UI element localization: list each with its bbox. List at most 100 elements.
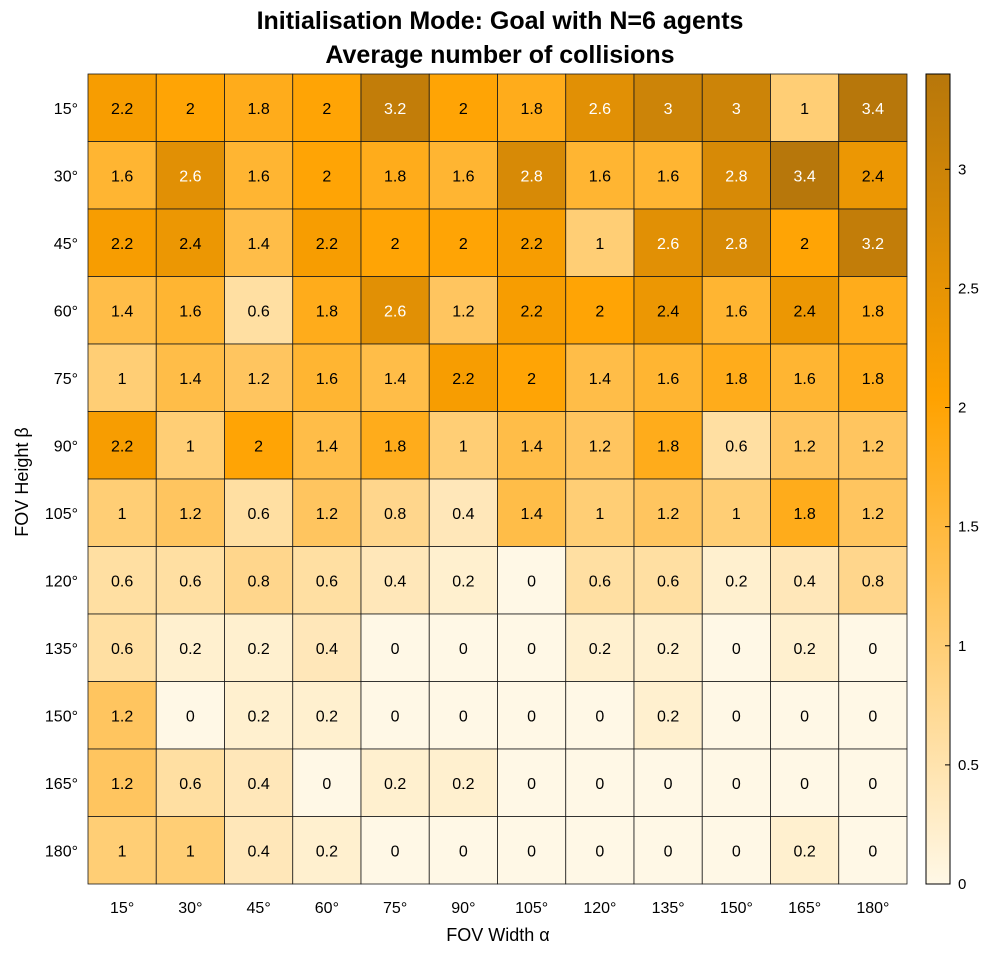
y-tick-label: 180°: [45, 843, 78, 860]
cell-value-label: 1.8: [248, 101, 270, 118]
heatmap-cell: [87, 73, 157, 142]
heatmap-cell: [224, 816, 294, 885]
cell-value-label: 2.4: [179, 236, 201, 253]
cell-value-label: 1: [118, 371, 127, 388]
heatmap-cell: [770, 208, 840, 277]
cell-value-label: 2.2: [111, 101, 133, 118]
heatmap-cell: [224, 681, 294, 750]
cell-value-label: 2: [459, 236, 468, 253]
colorbar-tick-label: 3: [958, 161, 966, 178]
cell-value-label: 1.6: [589, 168, 611, 185]
heatmap-cell: [701, 748, 771, 817]
cell-value-label: 1.2: [589, 438, 611, 455]
cell-value-label: 2.2: [521, 303, 543, 320]
heatmap-cell: [770, 141, 840, 210]
heatmap-cell: [87, 613, 157, 682]
heatmap-cell: [155, 343, 225, 412]
cell-value-label: 1: [459, 438, 468, 455]
heatmap-cell: [292, 478, 362, 547]
cell-value-label: 0.6: [725, 438, 747, 455]
cell-value-label: 1.8: [521, 101, 543, 118]
cell-value-label: 1: [186, 843, 195, 860]
cell-value-label: 0: [595, 843, 604, 860]
heatmap-cell: [224, 546, 294, 615]
cell-value-label: 0.4: [316, 641, 338, 658]
cell-value-label: 0.2: [179, 641, 201, 658]
cell-value-label: 0: [595, 708, 604, 725]
cell-value-label: 0.8: [248, 573, 270, 590]
heatmap-cell: [497, 748, 567, 817]
cell-value-label: 0.6: [179, 776, 201, 793]
x-tick-label: 180°: [856, 900, 889, 917]
cell-value-label: 2.4: [657, 303, 679, 320]
y-tick-label: 75°: [54, 371, 78, 388]
cell-value-label: 1.6: [657, 371, 679, 388]
heatmap-cell: [565, 748, 635, 817]
heatmap-cell: [224, 478, 294, 547]
x-tick-label: 90°: [451, 900, 475, 917]
cell-value-label: 0.4: [248, 776, 270, 793]
heatmap-cell: [155, 748, 225, 817]
cell-value-label: 3: [664, 101, 673, 118]
heatmap-cell: [155, 816, 225, 885]
cell-value-label: 1: [800, 101, 809, 118]
cell-value-label: 0: [732, 776, 741, 793]
heatmap-cell: [701, 546, 771, 615]
heatmap-cell: [87, 276, 157, 345]
cell-value-label: 0: [527, 843, 536, 860]
cell-value-label: 0: [527, 776, 536, 793]
heatmap-cell: [565, 73, 635, 142]
heatmap-cell: [838, 546, 908, 615]
y-tick-label: 150°: [45, 708, 78, 725]
x-tick-label: 45°: [247, 900, 271, 917]
heatmap-cell: [838, 748, 908, 817]
heatmap-cell: [565, 411, 635, 480]
heatmap-cell: [428, 816, 498, 885]
cell-value-label: 2.8: [521, 168, 543, 185]
cell-value-label: 0: [732, 641, 741, 658]
cell-value-label: 1.2: [862, 438, 884, 455]
cell-value-label: 0: [322, 776, 331, 793]
x-tick-label: 30°: [178, 900, 202, 917]
colorbar-tick-label: 2: [958, 400, 966, 417]
cell-value-label: 0: [459, 708, 468, 725]
heatmap-cell: [838, 73, 908, 142]
cell-value-label: 0.4: [452, 506, 474, 523]
heatmap-cell: [565, 141, 635, 210]
cell-value-label: 0: [868, 776, 877, 793]
cell-value-label: 2: [800, 236, 809, 253]
heatmap-cell: [292, 208, 362, 277]
cell-value-label: 2.2: [452, 371, 474, 388]
heatmap-cell: [497, 411, 567, 480]
cell-value-label: 0: [732, 843, 741, 860]
cell-value-label: 3.2: [384, 101, 406, 118]
heatmap-cell: [497, 681, 567, 750]
cell-value-label: 1.6: [179, 303, 201, 320]
chart-title-line-1: Initialisation Mode: Goal with N=6 agent…: [257, 7, 744, 35]
heatmap-cell: [633, 343, 703, 412]
cell-value-label: 0.2: [589, 641, 611, 658]
heatmap-cell: [701, 816, 771, 885]
heatmap-cell: [360, 73, 430, 142]
x-axis-label: FOV Width α: [446, 925, 549, 945]
heatmap-cell: [155, 276, 225, 345]
heatmap-cell: [87, 748, 157, 817]
heatmap-cell: [838, 816, 908, 885]
cell-value-label: 2: [459, 101, 468, 118]
y-tick-label: 45°: [54, 236, 78, 253]
heatmap-cell: [565, 613, 635, 682]
cell-value-label: 0.4: [384, 573, 406, 590]
y-tick-label: 15°: [54, 101, 78, 118]
cell-value-label: 0: [664, 843, 673, 860]
heatmap-cell: [224, 276, 294, 345]
cell-value-label: 1.2: [248, 371, 270, 388]
heatmap-cell: [224, 748, 294, 817]
x-axis-ticks: 15° 30° 45° 60° 75° 90° 105° 120° 135° 150° 165° 18…: [110, 900, 889, 917]
cell-value-label: 0: [391, 843, 400, 860]
cell-value-label: 1.8: [794, 506, 816, 523]
heatmap-cell: [292, 73, 362, 142]
cell-value-label: 0.8: [862, 573, 884, 590]
cell-value-label: 0: [595, 776, 604, 793]
x-tick-label: 60°: [315, 900, 339, 917]
heatmap-cell: [838, 276, 908, 345]
